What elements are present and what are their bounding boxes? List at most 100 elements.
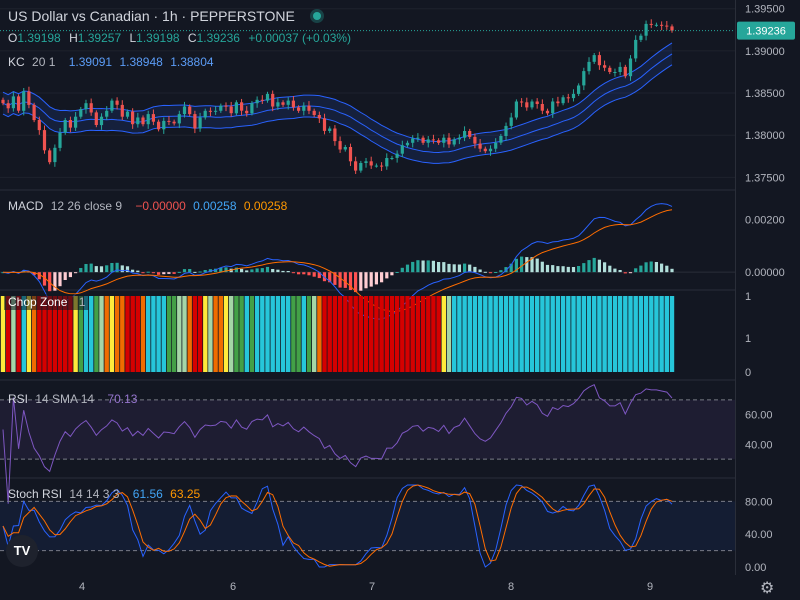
chop-zone-bar [420, 296, 426, 372]
macd-histogram-bar [374, 272, 378, 285]
candle-body [400, 145, 404, 154]
kc-upper-value: 1.39091 [68, 55, 113, 69]
candle-body [354, 161, 358, 171]
candle-body [146, 114, 150, 125]
candle-body [369, 161, 373, 166]
chop-zone-bar [109, 296, 115, 372]
macd-histogram-bar [369, 272, 373, 287]
macd-histogram-bar [551, 265, 555, 273]
stoch-rsi-legend[interactable]: Stoch RSI 14 14 3 3 61.56 63.25 [8, 487, 204, 501]
macd-histogram-bar [447, 263, 451, 273]
macd-histogram-bar [276, 269, 280, 273]
macd-histogram-bar [457, 264, 461, 273]
last-price-tag [737, 21, 795, 40]
last-price-label: 1.39236 [746, 26, 786, 38]
chop-zone-bar [457, 296, 462, 372]
macd-histogram-bar [271, 269, 275, 273]
chop-zone-bar [664, 296, 669, 372]
macd-histogram-bar [162, 272, 166, 275]
macd-histogram-bar [644, 262, 648, 273]
candle-body [380, 165, 384, 167]
chop-zone-legend[interactable]: Chop Zone 1 [4, 294, 90, 310]
macd-axis-label: 0.00200 [745, 214, 785, 226]
time-axis-label: 7 [368, 581, 376, 593]
candle-body [561, 97, 565, 104]
kc-lower-line [2, 64, 673, 164]
high-key: H [69, 31, 78, 45]
candle-body [172, 121, 176, 124]
chop-zone-bar [353, 296, 358, 372]
candle-body [182, 106, 187, 115]
chop-zone-bar [0, 296, 6, 372]
chop-zone-bar [254, 296, 260, 372]
candle-body [328, 128, 332, 131]
stoch-rsi-params: 14 14 3 3 [69, 487, 120, 501]
chop-zone-bar [312, 296, 317, 372]
candle-body [198, 117, 202, 129]
macd-histogram-bar [499, 270, 503, 273]
chop-zone-bar [343, 296, 348, 372]
change-value: +0.00037 (+0.03%) [248, 31, 352, 45]
candle-body [94, 112, 98, 125]
candle-body [364, 161, 368, 163]
macd-histogram-bar [561, 266, 565, 273]
candle-body [281, 102, 285, 105]
macd-histogram-bar [188, 269, 192, 273]
chop-zone-bar [270, 296, 275, 372]
macd-legend[interactable]: MACD 12 26 close 9 −0.00000 0.00258 0.00… [8, 199, 291, 213]
macd-histogram-bar [48, 272, 52, 292]
rsi-legend[interactable]: RSI 14 SMA 14 70.13 [8, 392, 141, 406]
candle-body [291, 100, 295, 108]
candle-body [431, 139, 435, 141]
chop-zone-bar [130, 296, 135, 372]
candle-body [338, 141, 342, 150]
candle-body [271, 93, 275, 107]
stoch-axis-label: 0.00 [745, 562, 766, 574]
candle-body [120, 104, 124, 117]
price-axis[interactable]: 1.39500 1.39000 1.38500 1.38000 1.37500 1.392… [735, 0, 800, 575]
tradingview-logo-icon[interactable]: TV [6, 535, 38, 567]
chop-zone-bar [477, 296, 483, 372]
candle-body [452, 139, 456, 145]
chop-zone-bar [16, 296, 21, 372]
settings-gear-icon[interactable]: ⚙ [760, 580, 775, 597]
candle-body [385, 158, 389, 167]
candle-body [587, 61, 591, 72]
chop-zone-bar [114, 296, 120, 372]
chart-plot-area[interactable] [0, 0, 735, 575]
kc-legend[interactable]: KC 20 1 1.39091 1.38948 1.38804 [8, 55, 218, 69]
chop-zone-bar [322, 296, 327, 372]
macd-histogram-bar [390, 272, 394, 276]
macd-histogram-bar [79, 268, 83, 273]
chop-zone-bar [31, 296, 37, 372]
candle-body [499, 136, 503, 143]
chop-zone-bar [503, 296, 509, 372]
macd-histogram-bar [136, 270, 140, 273]
chop-zone-bar [514, 296, 519, 372]
chop-zone-bar [374, 296, 379, 372]
macd-histogram-bar [494, 272, 498, 273]
rsi-params: 14 SMA 14 [35, 392, 95, 406]
candle-body [63, 120, 67, 133]
chop-axis-label: 0 [745, 367, 751, 379]
macd-histogram-bar [634, 268, 638, 273]
macd-histogram-bar [291, 272, 295, 274]
candle-body [297, 107, 301, 111]
chop-zone-bar [405, 296, 410, 372]
chop-zone-bar [535, 296, 540, 372]
candle-body [317, 115, 321, 119]
candle-body [411, 138, 415, 143]
kc-params: 20 1 [32, 55, 56, 69]
price-axis-label: 1.38500 [745, 88, 785, 100]
chop-zone-bar [649, 296, 654, 372]
chop-zone-bar [187, 296, 192, 372]
macd-histogram-bar [245, 270, 249, 273]
chop-zone-params: 1 [78, 295, 86, 309]
macd-name: MACD [8, 199, 44, 213]
candle-body [670, 26, 674, 31]
time-axis[interactable]: 4 6 7 8 9 [0, 575, 735, 600]
chop-zone-bar [669, 296, 675, 372]
candle-body [437, 140, 441, 143]
chop-zone-bar [52, 296, 58, 372]
candle-body [447, 137, 451, 145]
